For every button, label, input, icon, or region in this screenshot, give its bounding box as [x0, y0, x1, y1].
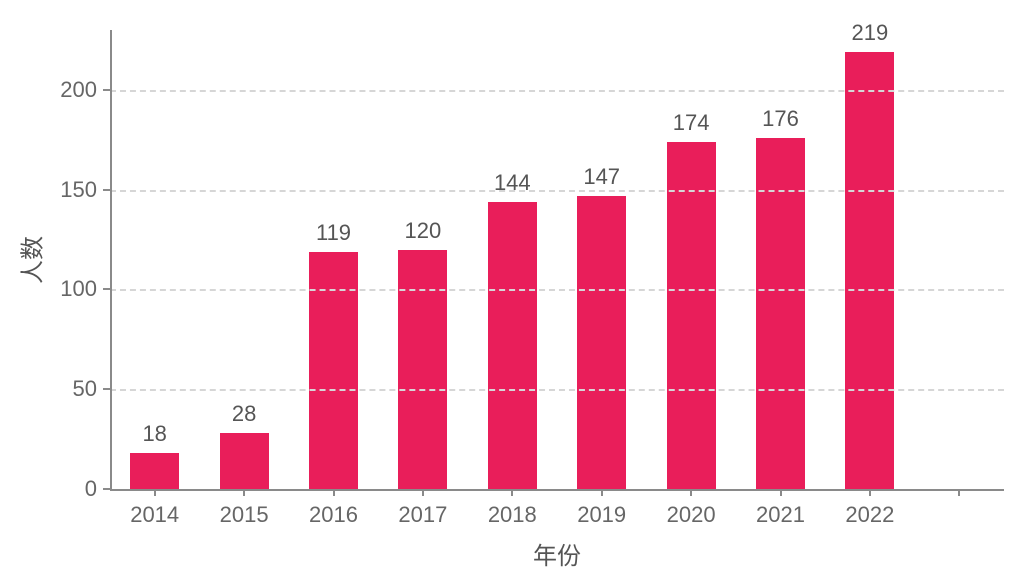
y-axis-title: 人数: [13, 236, 48, 284]
x-tick-label: 2014: [130, 502, 179, 528]
x-tick-mark: [422, 489, 424, 496]
bar-value-label: 28: [232, 401, 256, 427]
bar: [845, 52, 894, 489]
bar-value-label: 144: [494, 170, 531, 196]
gridline: [110, 289, 1004, 291]
x-tick-mark: [511, 489, 513, 496]
x-tick-label: 2020: [667, 502, 716, 528]
bar: [398, 250, 447, 489]
y-tick-label: 50: [73, 376, 97, 402]
gridline: [110, 389, 1004, 391]
gridline: [110, 90, 1004, 92]
x-tick-mark: [690, 489, 692, 496]
bar-value-label: 219: [852, 20, 889, 46]
bar: [577, 196, 626, 489]
x-tick-label: 2015: [220, 502, 269, 528]
x-tick-label: 2022: [845, 502, 894, 528]
bar: [130, 453, 179, 489]
x-tick-mark: [243, 489, 245, 496]
y-tick-label: 200: [60, 77, 97, 103]
y-tick-label: 0: [85, 476, 97, 502]
x-tick-mark: [780, 489, 782, 496]
x-tick-mark: [333, 489, 335, 496]
x-tick-label: 2021: [756, 502, 805, 528]
y-tick-mark: [103, 388, 110, 390]
y-axis-line: [110, 30, 112, 489]
plot-area: 1828119120144147174176219: [110, 30, 1004, 489]
bar: [220, 433, 269, 489]
y-tick-mark: [103, 288, 110, 290]
bar: [667, 142, 716, 489]
bar-value-label: 147: [583, 164, 620, 190]
bar-value-label: 119: [316, 220, 351, 246]
x-tick-mark: [601, 489, 603, 496]
x-tick-label: 2019: [577, 502, 626, 528]
x-tick-mark: [154, 489, 156, 496]
gridline: [110, 190, 1004, 192]
bar-value-label: 18: [142, 421, 166, 447]
x-tick-mark: [869, 489, 871, 496]
x-tick-mark: [958, 489, 960, 496]
bars-layer: 1828119120144147174176219: [110, 30, 1004, 489]
y-tick-mark: [103, 189, 110, 191]
y-tick-label: 100: [60, 276, 97, 302]
x-tick-label: 2017: [398, 502, 447, 528]
bar: [309, 252, 358, 489]
y-tick-mark: [103, 89, 110, 91]
bar-value-label: 120: [405, 218, 442, 244]
bar-value-label: 176: [762, 106, 799, 132]
bar-chart: 18 28 119 120 144 147 174 176 219 人数 年份 0 50 100 15…: [0, 0, 1024, 584]
bar-value-label: 174: [673, 110, 710, 136]
x-tick-label: 2018: [488, 502, 537, 528]
bar: [488, 202, 537, 489]
y-tick-mark: [103, 488, 110, 490]
x-tick-label: 2016: [309, 502, 358, 528]
x-axis-title: 年份: [533, 536, 581, 571]
y-tick-label: 150: [60, 177, 97, 203]
